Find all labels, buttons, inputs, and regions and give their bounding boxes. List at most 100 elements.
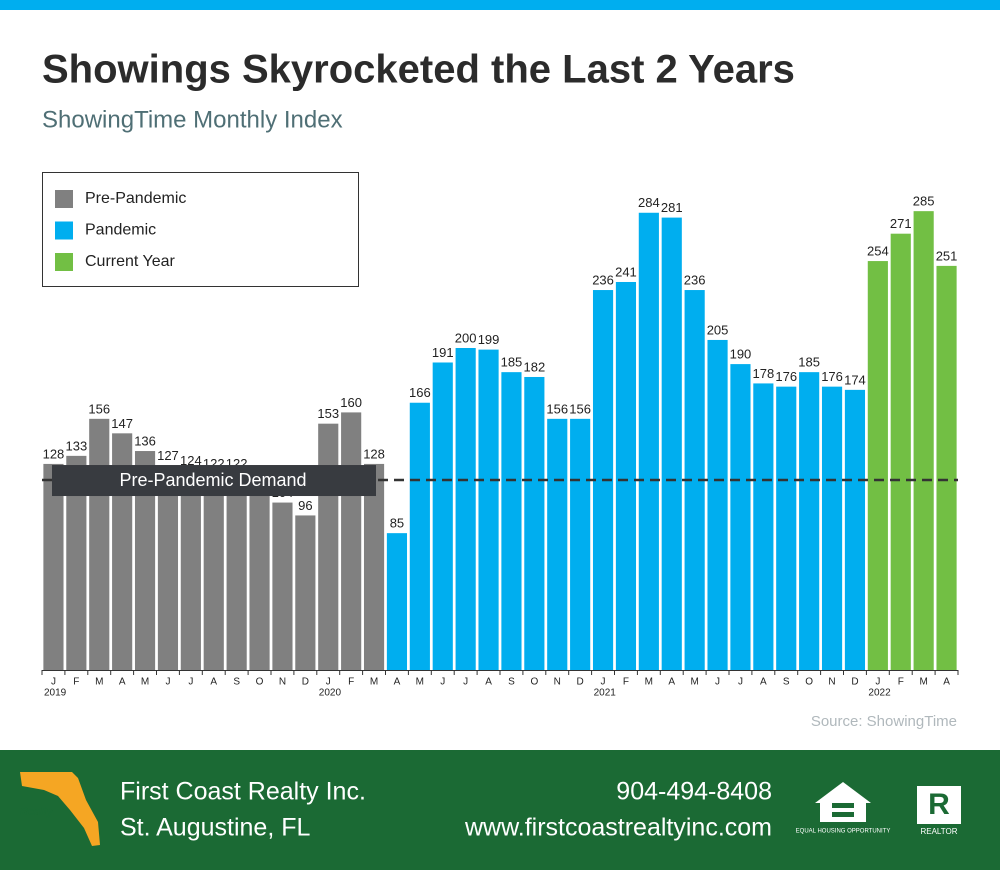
x-tick-label: A: [760, 677, 767, 688]
bar: [821, 386, 843, 670]
reference-label: Pre-Pandemic Demand: [119, 470, 306, 490]
x-tick-label: M: [370, 677, 378, 688]
x-tick-label: A: [485, 677, 492, 688]
data-label: 200: [455, 330, 477, 345]
year-label: 2021: [594, 688, 617, 699]
bar: [409, 402, 430, 670]
svg-text:R: R: [928, 788, 950, 821]
data-label: 251: [936, 248, 958, 263]
x-tick-label: A: [210, 677, 217, 688]
data-label: 166: [409, 385, 431, 400]
x-tick-label: A: [943, 677, 950, 688]
data-label: 128: [43, 446, 65, 461]
legend-label: Pandemic: [85, 222, 156, 239]
bar: [318, 423, 339, 670]
data-label: 185: [501, 355, 523, 370]
top-strip: [0, 0, 1000, 10]
data-label: 133: [65, 438, 87, 453]
x-tick-label: N: [828, 677, 835, 688]
data-label: 96: [298, 498, 312, 513]
data-label: 147: [111, 416, 133, 431]
bar: [913, 211, 934, 670]
bar: [386, 533, 408, 670]
chart-subtitle: ShowingTime Monthly Index: [42, 106, 343, 133]
bar: [753, 383, 774, 670]
x-tick-label: M: [919, 677, 927, 688]
x-tick-label: D: [577, 677, 584, 688]
x-tick-label: M: [141, 677, 149, 688]
data-label: 205: [707, 322, 729, 337]
bar: [295, 515, 316, 670]
realtor-text: REALTOR: [920, 827, 957, 836]
eho-text: EQUAL HOUSING OPPORTUNITY: [796, 829, 891, 835]
eho-logo: EQUAL HOUSING OPPORTUNITY: [796, 782, 891, 835]
data-label: 156: [569, 401, 591, 416]
year-label: 2020: [319, 688, 342, 699]
logo-text: Realty: [20, 806, 54, 818]
bar: [478, 349, 499, 670]
data-label: 160: [340, 395, 362, 410]
data-label: 284: [638, 195, 660, 210]
legend-swatch: [55, 190, 73, 208]
x-tick-label: J: [326, 677, 331, 688]
x-tick-label: J: [463, 677, 468, 688]
bar: [661, 217, 682, 670]
reference-label-box: [52, 465, 376, 497]
bar: [936, 265, 957, 670]
bar: [180, 470, 201, 670]
bar: [707, 339, 728, 670]
x-tick-label: A: [668, 677, 675, 688]
x-tick-label: J: [601, 677, 606, 688]
x-tick-label: J: [875, 677, 880, 688]
chart-title: Showings Skyrocketed the Last 2 Years: [42, 48, 795, 92]
data-label: 124: [180, 453, 202, 468]
bar: [547, 418, 568, 670]
x-tick-label: J: [440, 677, 445, 688]
x-tick-label: S: [233, 677, 240, 688]
bar: [844, 389, 866, 670]
data-label: 156: [88, 401, 110, 416]
realtor-logo: R REALTOR: [917, 786, 961, 836]
bar: [272, 502, 293, 670]
data-label: 128: [363, 446, 385, 461]
x-tick-label: N: [279, 677, 286, 688]
x-tick-label: A: [394, 677, 401, 688]
x-tick-label: J: [738, 677, 743, 688]
bar: [730, 364, 751, 670]
x-tick-label: F: [348, 677, 354, 688]
x-tick-label: F: [623, 677, 629, 688]
bar: [776, 386, 797, 670]
data-label: 281: [661, 200, 683, 215]
bar: [684, 290, 705, 670]
year-label: 2019: [44, 688, 67, 699]
bar: [501, 372, 522, 670]
city: St. Augustine, FL: [120, 814, 310, 842]
bar: [570, 418, 591, 670]
legend-swatch: [55, 221, 73, 240]
bar: [341, 412, 362, 670]
x-tick-label: M: [690, 677, 698, 688]
data-label: 185: [798, 355, 820, 370]
bar: [890, 233, 911, 670]
data-label: 190: [730, 347, 752, 362]
x-tick-label: F: [73, 677, 79, 688]
bar: [66, 455, 87, 670]
x-tick-label: D: [302, 677, 309, 688]
x-tick-label: O: [256, 677, 264, 688]
bar: [89, 418, 110, 670]
x-tick-label: O: [530, 677, 538, 688]
data-label: 236: [684, 272, 706, 287]
legend-swatch: [55, 253, 73, 271]
data-label: 176: [821, 369, 843, 384]
data-label: 241: [615, 264, 637, 279]
website: www.firstcoastrealtyinc.com: [464, 814, 772, 842]
data-label: 156: [546, 401, 568, 416]
phone: 904-494-8408: [616, 778, 772, 806]
x-tick-label: D: [851, 677, 858, 688]
data-label: 178: [752, 366, 774, 381]
bar: [432, 362, 453, 670]
data-label: 182: [523, 359, 545, 374]
bar: [615, 281, 637, 670]
bar: [363, 463, 385, 670]
